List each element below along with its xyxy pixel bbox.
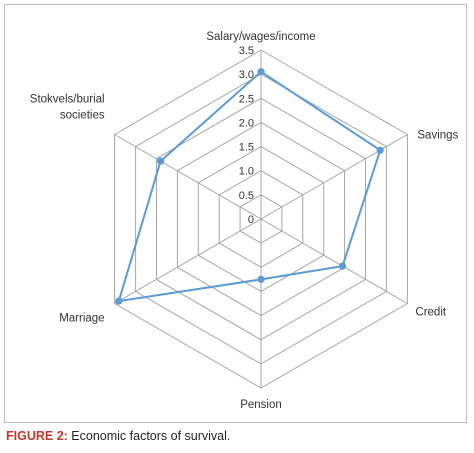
radar-chart: 0 0.5 1.0 1.5 2.0 2.5 3.0 3.5 Salary/wages/incom… [30,31,459,411]
r-tick-label-0: 0 [248,214,254,226]
data-point-0 [257,68,265,76]
spoke-1 [260,134,408,220]
spoke-2 [260,218,408,304]
chart-frame: 0 0.5 1.0 1.5 2.0 2.5 3.0 3.5 Salary/wages/incom… [4,4,467,423]
category-label-0: Salary/wages/income [206,31,315,43]
spoke-5 [114,134,262,220]
category-label-5-1: societies [60,110,105,122]
figure-caption: FIGURE 2: Economic factors of survival. [6,429,230,443]
r-tick-label-3: 1.5 [239,142,254,154]
caption-text: Economic factors of survival. [67,429,231,443]
data-point-4 [115,297,123,305]
data-point-5 [157,157,165,165]
r-tick-label-4: 2.0 [239,117,254,129]
category-label-2: Credit [415,307,446,319]
data-point-1 [376,146,384,154]
category-label-5-0: Stokvels/burial [30,94,105,106]
data-point-3 [257,275,265,283]
figure-label: FIGURE 2: [6,429,68,443]
spoke-4 [114,218,262,304]
category-label-3: Pension [240,399,282,411]
r-tick-label-6: 3.0 [239,69,254,81]
r-tick-label-5: 2.5 [239,93,254,105]
r-tick-label-1: 0.5 [239,190,254,202]
r-tick-label-7: 3.5 [239,45,254,57]
category-label-1: Savings [417,130,458,142]
data-point-2 [338,262,347,270]
r-tick-label-2: 1.0 [239,166,254,178]
category-label-4: Marriage [59,313,104,325]
